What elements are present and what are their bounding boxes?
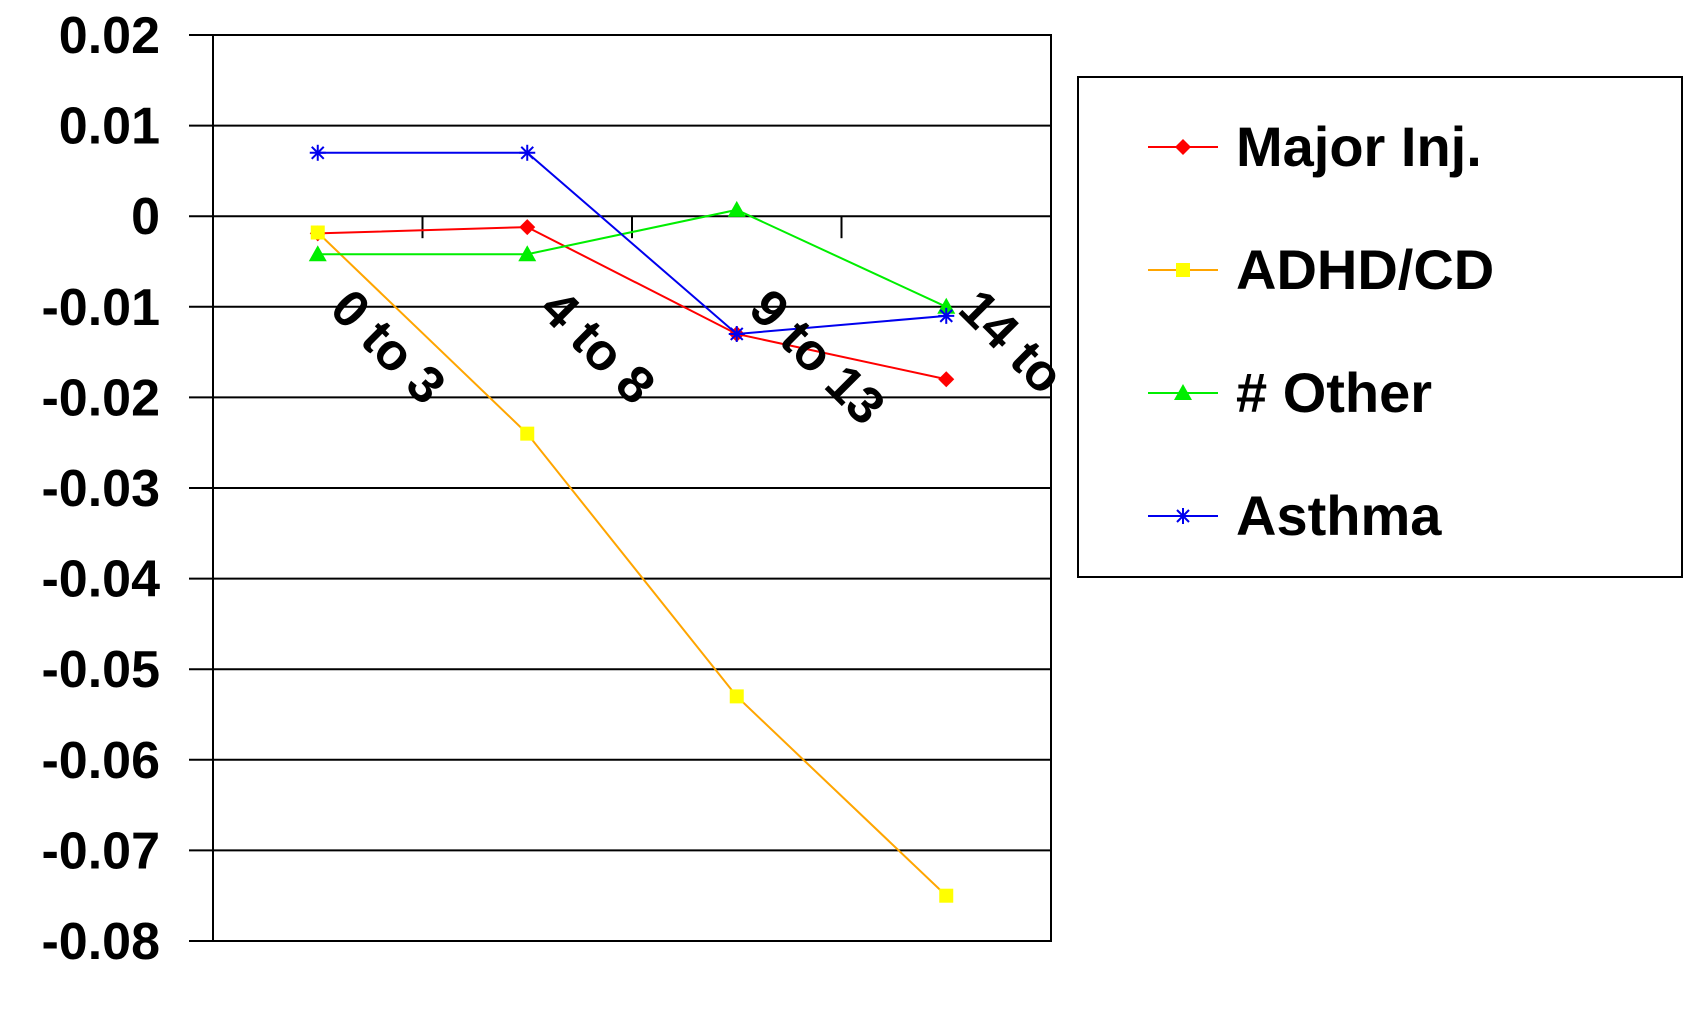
- y-tick-label: 0: [131, 188, 160, 246]
- plot-area-frame: [212, 34, 1052, 942]
- data-point: [519, 144, 536, 161]
- legend-label: Asthma: [1236, 484, 1442, 547]
- legend: Major Inj. ADHD/CD # Other Asthma: [1077, 76, 1683, 578]
- series-other: [308, 200, 956, 314]
- data-point: [938, 371, 955, 388]
- legend-label: ADHD/CD: [1236, 238, 1494, 301]
- y-tick-label: 0.02: [59, 7, 160, 65]
- x-tick-label: 4 to 8: [529, 279, 666, 416]
- data-point: [308, 245, 327, 262]
- y-tick-label: -0.03: [41, 460, 160, 518]
- data-point: [727, 200, 746, 217]
- legend-item: Asthma: [1148, 484, 1442, 547]
- asterisk-stroke: [939, 309, 953, 323]
- y-tick-label: -0.07: [41, 822, 160, 880]
- legend-label: Major Inj.: [1236, 115, 1482, 178]
- data-point: [1175, 139, 1191, 155]
- series-line: [317, 231, 947, 897]
- data-point: [939, 888, 954, 903]
- y-tick-label: 0.01: [59, 98, 160, 156]
- y-tick-label: -0.08: [41, 913, 160, 971]
- series-adhd-cd: [310, 225, 954, 903]
- legend-item: Major Inj.: [1148, 115, 1482, 178]
- asterisk-stroke: [311, 146, 325, 160]
- data-point: [1176, 263, 1190, 277]
- asterisk-stroke: [1176, 509, 1190, 523]
- legend-label: # Other: [1236, 361, 1432, 424]
- data-point: [728, 325, 745, 342]
- gridlines: [189, 34, 1051, 942]
- data-point: [310, 225, 325, 240]
- data-point: [937, 297, 956, 314]
- x-tick-label: 14 to: [948, 279, 1075, 406]
- data-point: [518, 245, 537, 262]
- series-line: [317, 208, 947, 308]
- y-tick-label: -0.06: [41, 732, 160, 790]
- data-point: [1174, 384, 1192, 400]
- asterisk-stroke: [520, 146, 534, 160]
- x-tick-label: 9 to 13: [738, 279, 895, 436]
- legend-frame: [1077, 76, 1683, 578]
- legend-item: # Other: [1148, 361, 1432, 424]
- data-point: [938, 307, 955, 324]
- data-point: [729, 689, 744, 704]
- data-point: [1175, 508, 1191, 524]
- series-line: [317, 226, 947, 381]
- series-line: [317, 151, 947, 336]
- y-tick-label: -0.04: [41, 551, 160, 609]
- data-point: [520, 426, 535, 441]
- series-group: [308, 144, 956, 903]
- series-asthma: [309, 144, 955, 342]
- y-tick-label: -0.05: [41, 641, 160, 699]
- data-point: [519, 219, 536, 236]
- data-point: [309, 144, 326, 161]
- asterisk-stroke: [730, 327, 744, 341]
- y-tick-label: -0.01: [41, 279, 160, 337]
- y-tick-label: -0.02: [41, 369, 160, 427]
- legend-item: ADHD/CD: [1148, 238, 1494, 301]
- y-axis-tick-labels: 0.02 0.01 0 -0.01 -0.02 -0.03 -0.04 -0.05 -0.06 -…: [41, 7, 160, 971]
